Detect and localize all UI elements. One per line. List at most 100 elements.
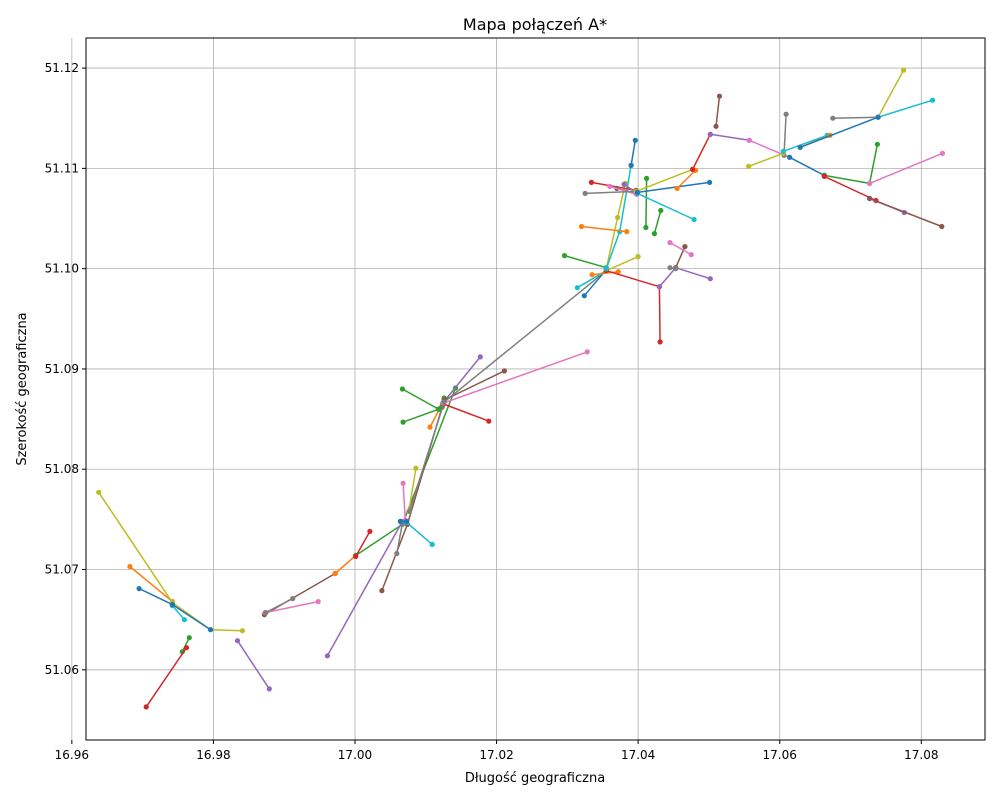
route-point [181, 617, 187, 623]
route-line [609, 185, 637, 196]
x-tick-label: 17.06 [763, 748, 797, 762]
route-point [783, 111, 789, 117]
route-series [578, 223, 630, 235]
route-line [171, 605, 185, 621]
route-point [582, 190, 588, 196]
route-series [353, 528, 373, 560]
route-line [98, 491, 243, 632]
route-line [138, 587, 173, 606]
route-line [637, 192, 695, 221]
plot-frame [85, 37, 986, 741]
route-point [635, 254, 641, 260]
x-axis-label: Długość geograficzna [465, 771, 605, 786]
route-point [413, 465, 419, 471]
route-line [653, 210, 662, 234]
x-tick-label: 17.00 [338, 748, 372, 762]
route-line [645, 178, 648, 228]
route-point [780, 148, 786, 154]
route-point [315, 599, 321, 605]
series-layer [96, 67, 946, 710]
route-point [830, 115, 836, 121]
route-line [442, 356, 481, 404]
route-point [429, 541, 435, 548]
route-line [145, 647, 188, 708]
route-point [183, 645, 190, 651]
route-line [591, 181, 637, 192]
route-point [688, 252, 694, 258]
route-line [443, 351, 588, 404]
route-line [581, 225, 627, 233]
route-point [624, 229, 630, 235]
route-point [353, 553, 359, 560]
route-line [823, 175, 877, 202]
route-point [901, 67, 907, 73]
y-tick-label: 51.07 [45, 563, 79, 577]
route-line [799, 116, 879, 148]
route-line [592, 270, 619, 276]
route-point [930, 97, 936, 103]
route-series [651, 207, 664, 237]
route-series [797, 114, 881, 150]
route-point [875, 114, 881, 120]
route-line [585, 190, 637, 195]
route-point [632, 137, 638, 143]
route-point [621, 181, 627, 187]
x-tick-label: 17.04 [621, 748, 655, 762]
route-line [832, 116, 879, 119]
route-line [748, 152, 784, 168]
route-series [867, 150, 946, 186]
route-line [408, 468, 417, 512]
route-point [939, 223, 945, 230]
route-point [615, 214, 621, 221]
route-series [713, 93, 723, 129]
route-line [877, 69, 905, 118]
route-point [797, 144, 803, 150]
route-point [127, 563, 133, 570]
y-axis-label: Szerokość geograficzna [15, 312, 30, 465]
route-point [615, 269, 621, 275]
route-line [869, 152, 943, 185]
route-point [96, 489, 102, 495]
route-point [674, 185, 680, 191]
y-tick-label: 51.10 [45, 262, 79, 276]
route-point [379, 588, 385, 594]
route-point [486, 418, 492, 424]
route-point [404, 518, 410, 525]
x-tick-label: 17.08 [904, 748, 938, 762]
route-line [783, 134, 828, 153]
route-point [263, 610, 269, 616]
route-point [332, 570, 338, 577]
route-point [787, 154, 793, 160]
chart-title: Mapa połączeń A* [463, 15, 607, 34]
route-line [789, 156, 825, 177]
route-point [658, 207, 664, 214]
route-line [443, 403, 490, 422]
route-point [707, 131, 713, 137]
route-point [667, 240, 673, 246]
route-series [234, 638, 272, 692]
route-line [355, 531, 371, 557]
route-series [169, 602, 214, 633]
route-point [690, 166, 696, 172]
route-point [290, 596, 296, 602]
route-series [143, 645, 190, 710]
route-point [651, 231, 658, 237]
route-line [691, 133, 711, 170]
route-point [607, 183, 613, 189]
route-point [628, 162, 634, 168]
route-line [669, 241, 692, 256]
route-line [334, 554, 357, 575]
route-point [266, 686, 272, 692]
route-line [402, 483, 407, 521]
route-line [564, 254, 607, 269]
route-series [263, 596, 296, 616]
x-tick-label: 17.02 [479, 748, 513, 762]
route-point [713, 123, 719, 129]
route-line [236, 640, 270, 690]
route-line [710, 133, 750, 142]
route-point [208, 627, 214, 633]
route-line [171, 603, 212, 631]
route-point [643, 224, 649, 231]
